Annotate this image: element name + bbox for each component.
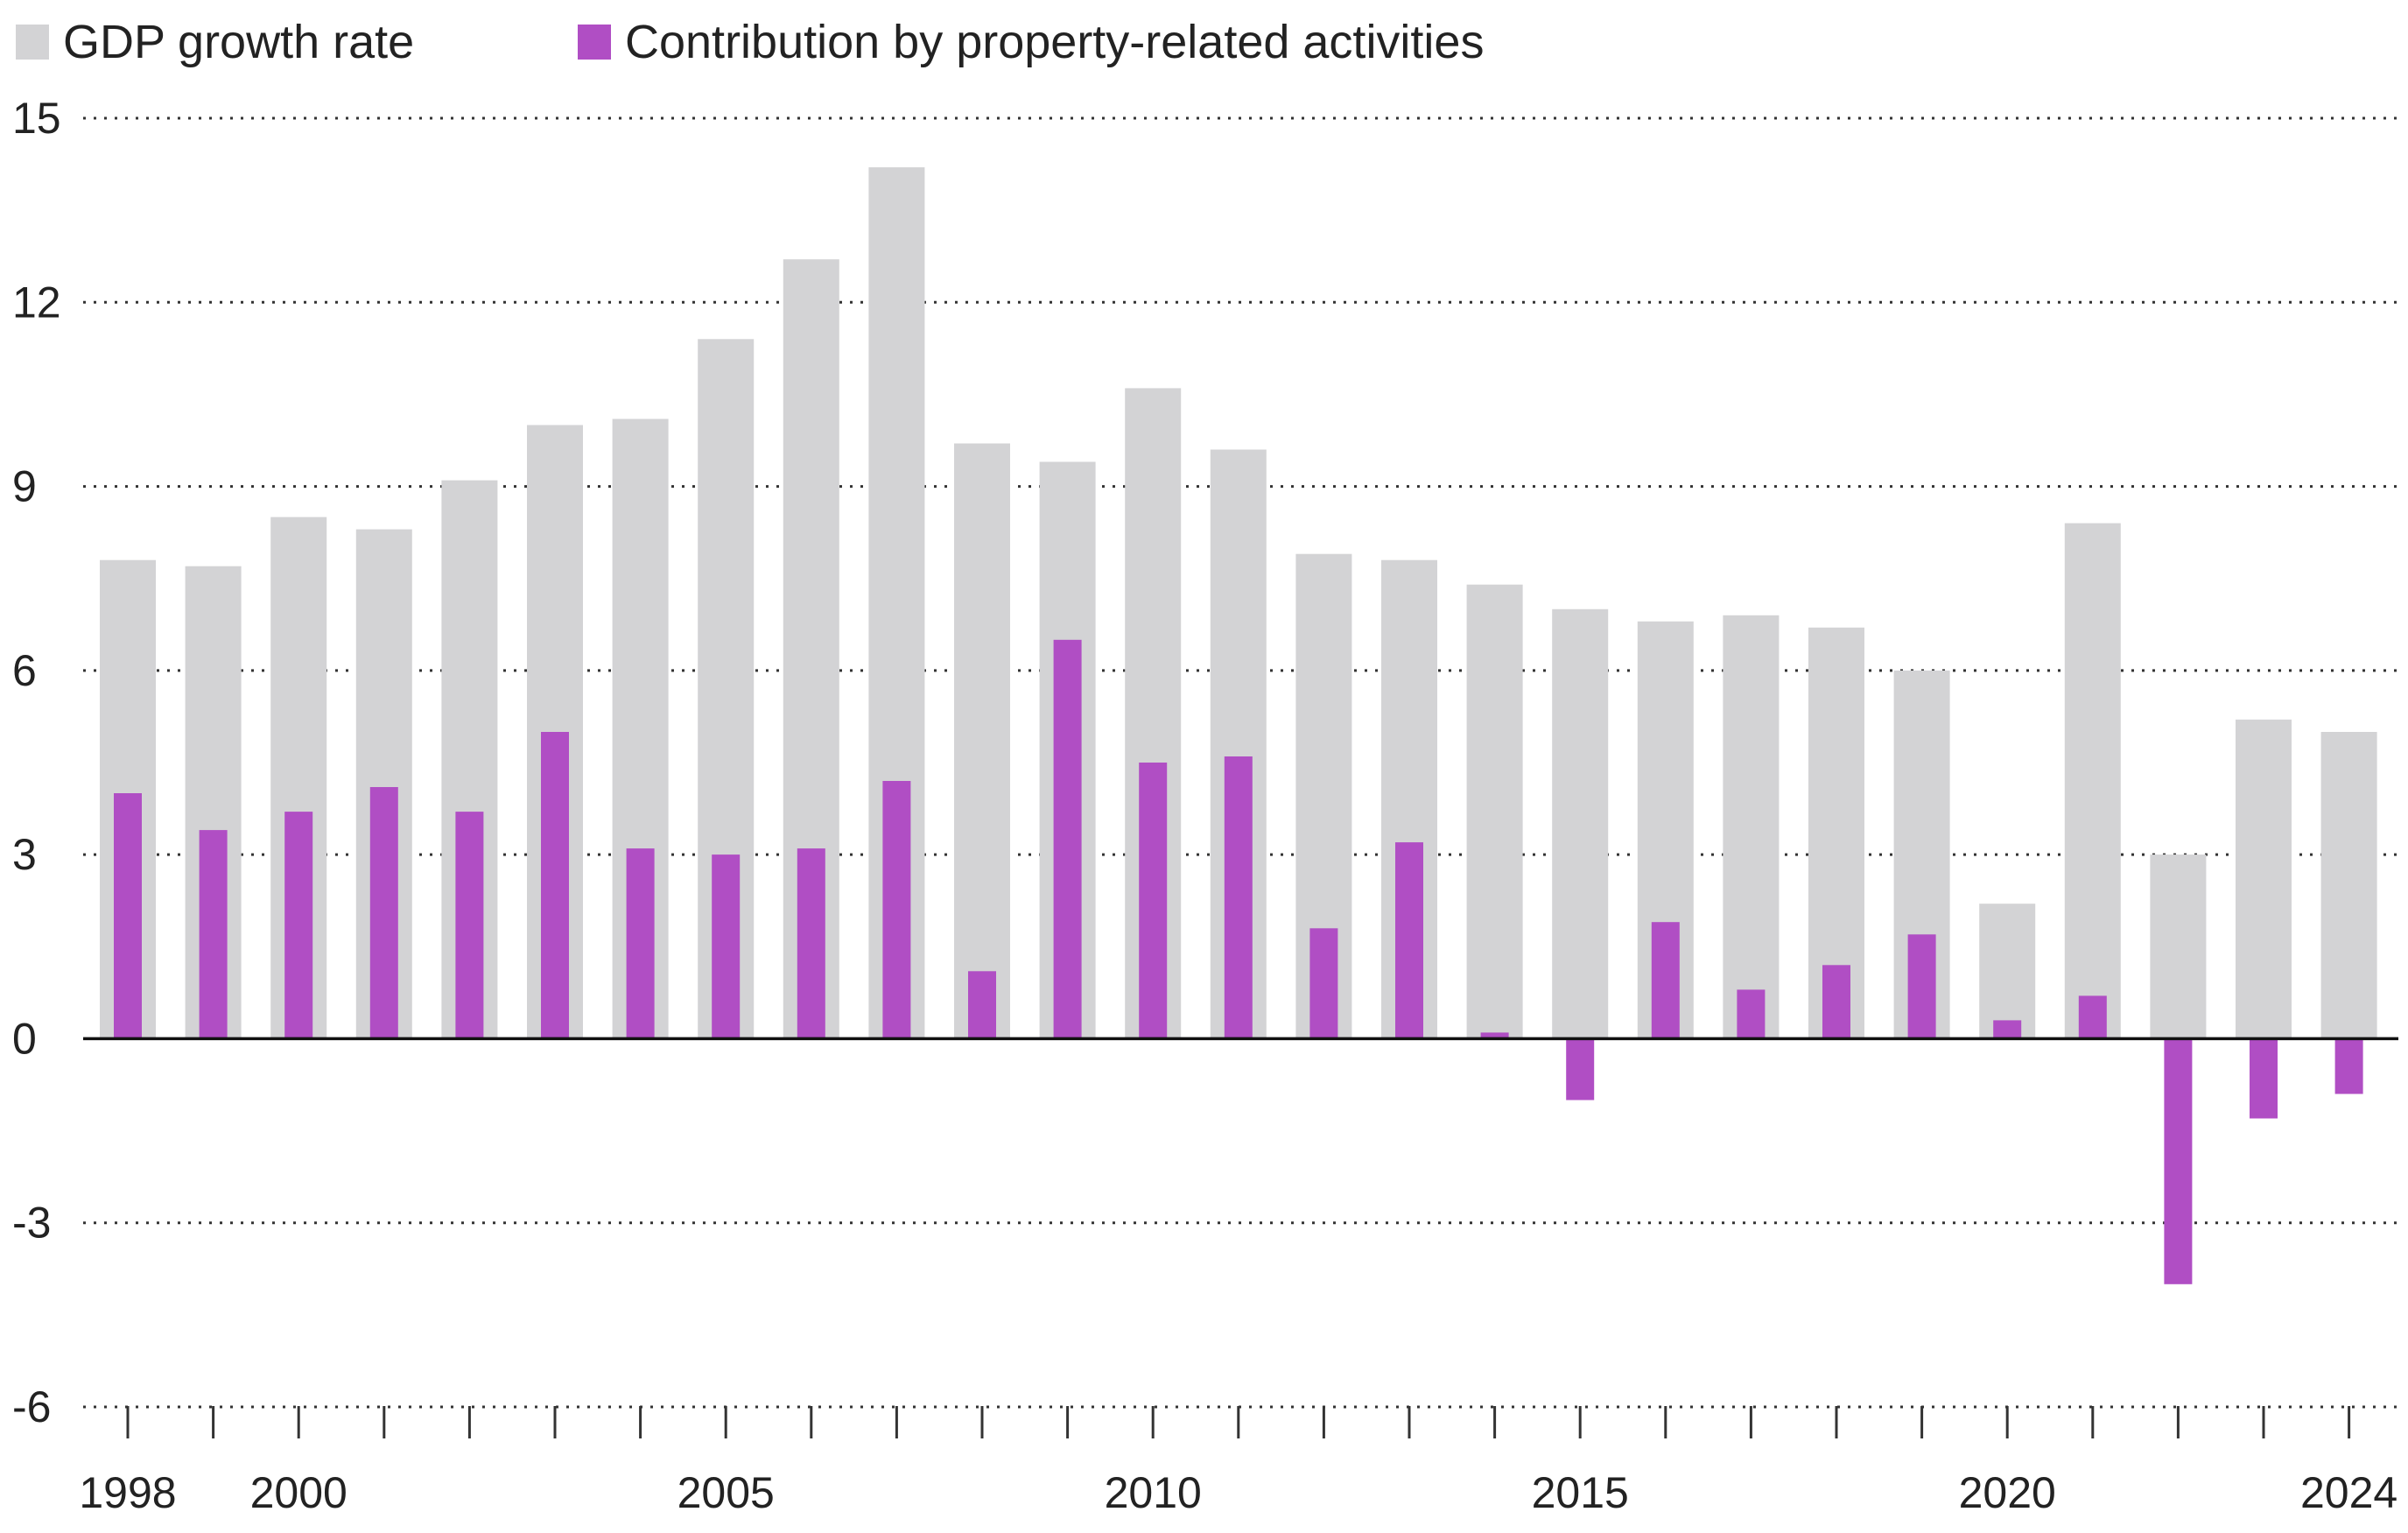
bar-property-contribution: [1309, 928, 1338, 1039]
bar-gdp-growth-rate: [2320, 732, 2377, 1039]
bar-property-contribution: [1566, 1038, 1595, 1101]
bar-property-contribution: [1053, 639, 1082, 1039]
bar-property-contribution: [1737, 989, 1766, 1039]
bar-gdp-growth-rate: [1552, 608, 1609, 1039]
bar-property-contribution: [2334, 1038, 2363, 1094]
x-tick-label: 2000: [250, 1468, 348, 1517]
y-tick-label: 3: [12, 830, 37, 879]
x-tick-label: 2010: [1105, 1468, 1202, 1517]
y-tick-label: 0: [12, 1014, 37, 1063]
bar-property-contribution: [284, 812, 313, 1039]
bar-property-contribution: [882, 781, 911, 1039]
legend: GDP growth rate Contribution by property…: [16, 16, 1484, 68]
bar-gdp-growth-rate: [1723, 615, 1780, 1039]
bar-property-contribution: [1993, 1020, 2022, 1039]
bar-property-contribution: [369, 787, 398, 1039]
bar-gdp-growth-rate: [1466, 584, 1523, 1039]
bar-property-contribution: [199, 830, 228, 1039]
bar-property-contribution: [114, 793, 142, 1039]
legend-swatch-property-contribution: [578, 25, 611, 60]
bar-property-contribution: [1139, 763, 1168, 1039]
tick-labels: 15 12 9 6 3 0 -3 -6 1998 2000 2005 2010 2015 2020 2024: [12, 94, 2397, 1517]
bar-gdp-growth-rate: [2236, 719, 2292, 1039]
bar-gdp-growth-rate: [1979, 904, 2036, 1039]
bar-gdp-growth-rate: [954, 443, 1010, 1039]
bars: [100, 167, 2377, 1284]
bar-property-contribution: [797, 848, 825, 1039]
bar-property-contribution: [2250, 1038, 2278, 1119]
y-tick-label: 9: [12, 462, 37, 511]
x-tick-label: 2020: [1959, 1468, 2056, 1517]
bar-property-contribution: [541, 732, 569, 1039]
y-tick-label: -3: [12, 1199, 51, 1248]
x-tick-label: 1998: [79, 1468, 176, 1517]
bar-property-contribution: [1480, 1032, 1509, 1039]
bar-property-contribution: [626, 848, 655, 1039]
x-tick-label: 2005: [677, 1468, 775, 1517]
bar-property-contribution: [968, 971, 996, 1039]
y-tick-label: 15: [12, 94, 61, 143]
y-tick-label: -6: [12, 1382, 51, 1431]
x-tick-label: 2024: [2300, 1468, 2397, 1517]
bar-property-contribution: [2078, 995, 2107, 1039]
bar-property-contribution: [1822, 965, 1850, 1039]
bar-property-contribution: [1395, 842, 1423, 1039]
bar-gdp-growth-rate: [2150, 854, 2207, 1039]
bar-property-contribution: [455, 812, 484, 1039]
bar-gdp-growth-rate: [2064, 523, 2121, 1039]
bar-property-contribution: [1651, 922, 1680, 1039]
legend-swatch-gdp-growth-rate: [16, 25, 49, 60]
bar-property-contribution: [1907, 934, 1936, 1039]
legend-label-gdp-growth-rate: GDP growth rate: [63, 16, 414, 68]
axes: [83, 1037, 2398, 1438]
legend-label-property-contribution: Contribution by property-related activit…: [625, 16, 1484, 68]
bar-property-contribution: [712, 854, 741, 1039]
bar-property-contribution: [1224, 756, 1253, 1039]
y-tick-label: 12: [12, 278, 61, 327]
x-tick-label: 2015: [1532, 1468, 1629, 1517]
bar-property-contribution: [2164, 1038, 2193, 1284]
y-tick-label: 6: [12, 646, 37, 695]
